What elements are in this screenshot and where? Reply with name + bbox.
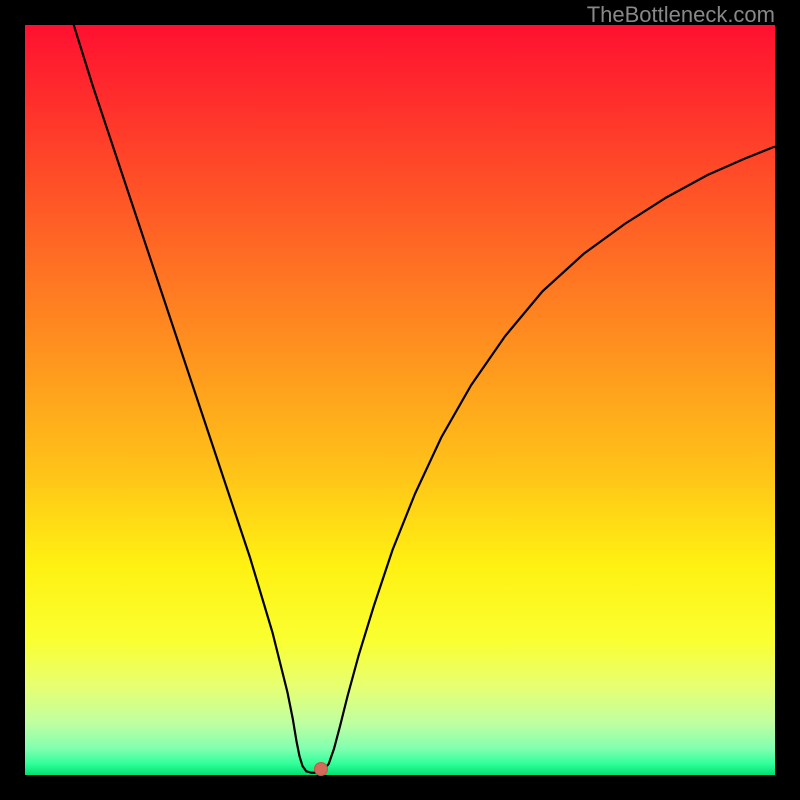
- watermark-text: TheBottleneck.com: [587, 2, 775, 28]
- chart-curve: [25, 25, 775, 775]
- chart-plot-area: [25, 25, 775, 775]
- minimum-marker: [314, 762, 328, 776]
